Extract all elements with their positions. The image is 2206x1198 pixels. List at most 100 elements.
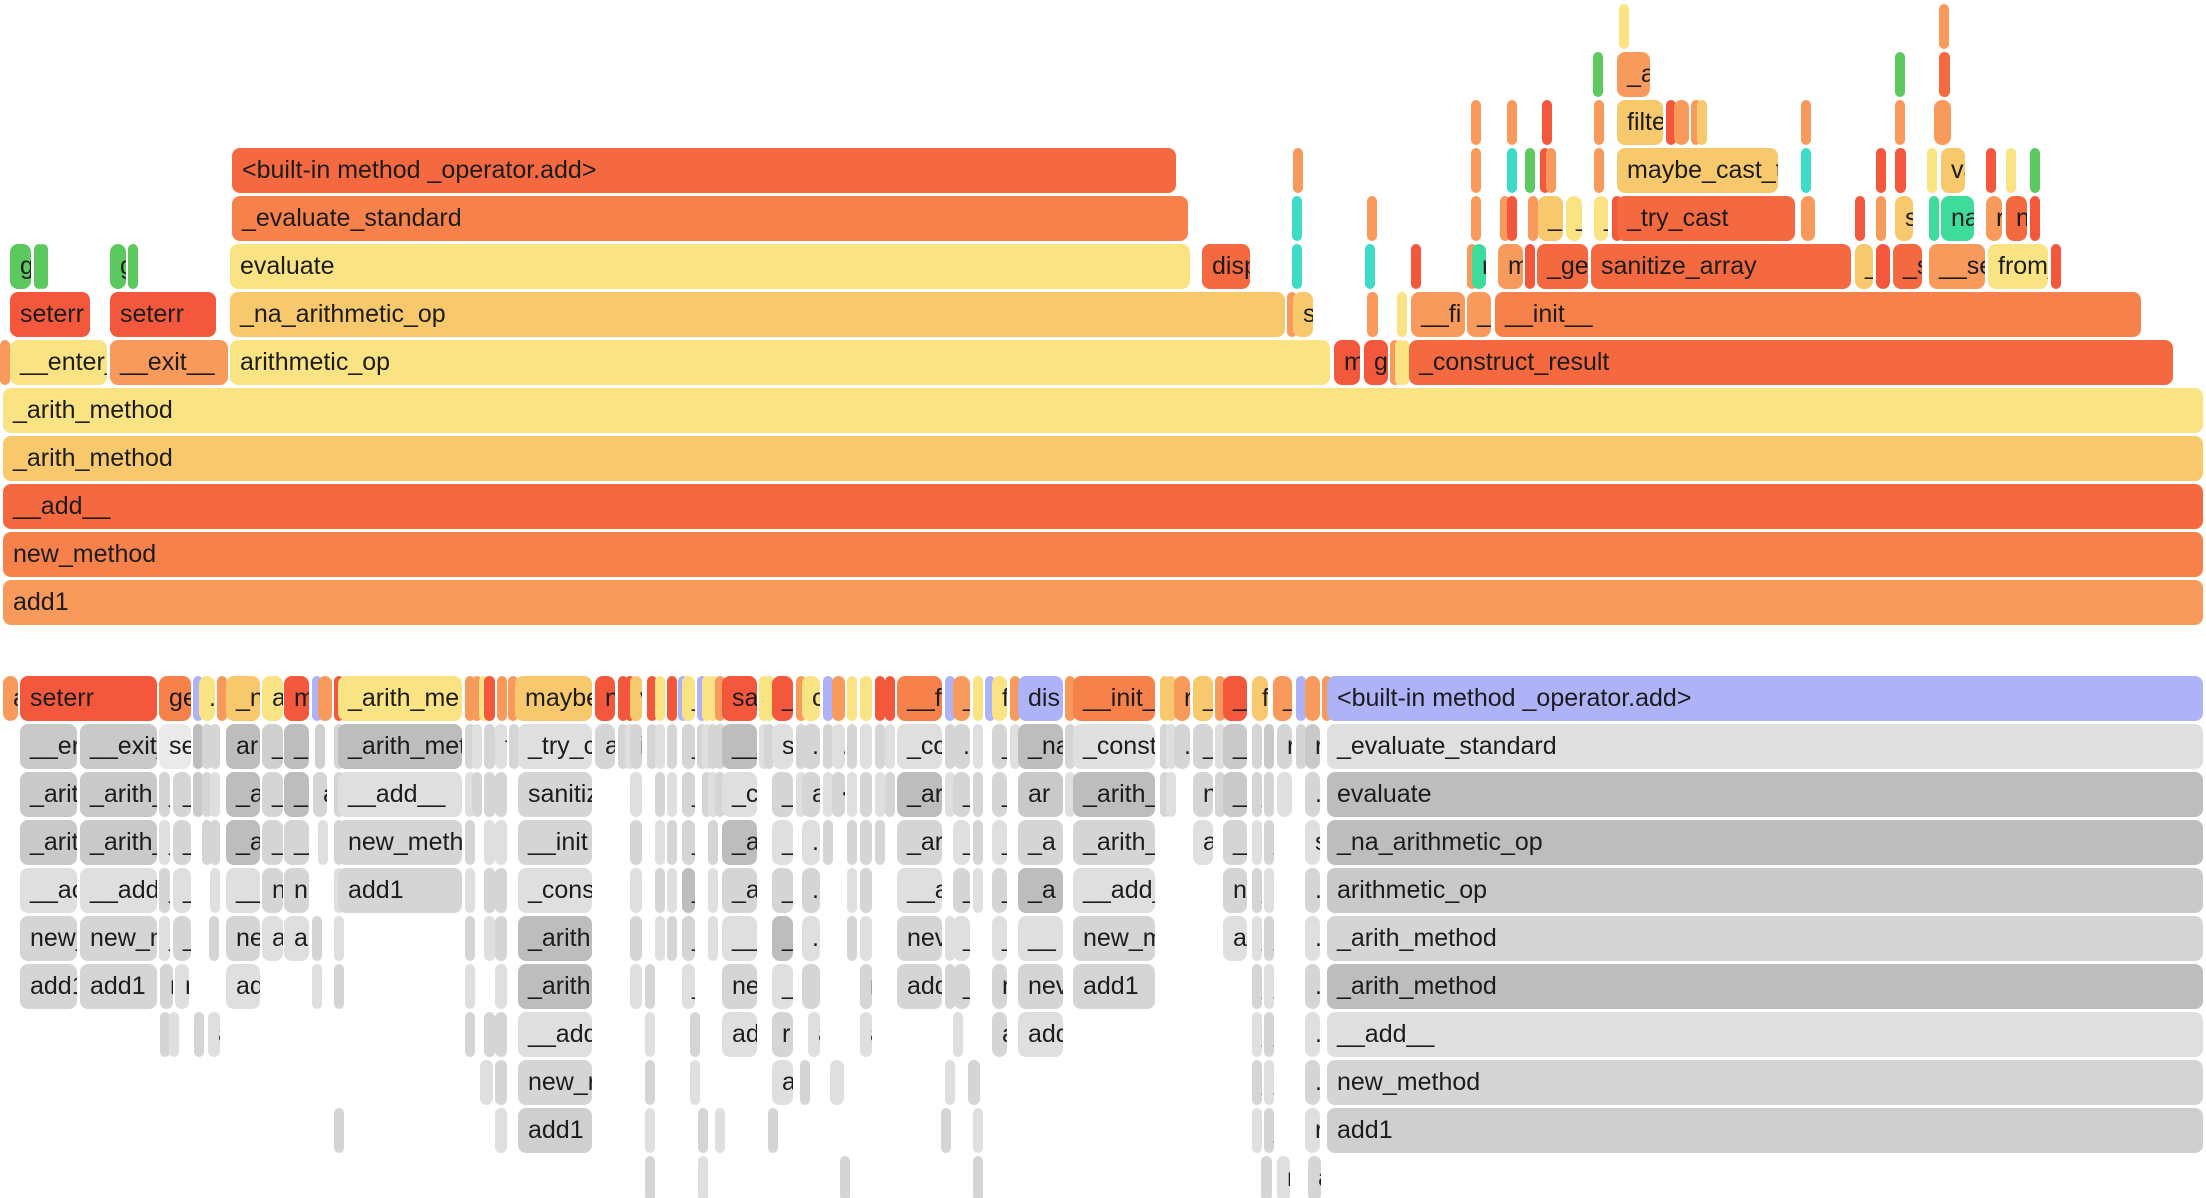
flame-bar[interactable] <box>1471 100 1481 145</box>
flame-bar[interactable] <box>484 1012 495 1057</box>
flame-bar[interactable] <box>875 820 885 865</box>
flame-bar[interactable] <box>169 1012 179 1057</box>
flame-bar[interactable]: _ <box>1273 676 1292 721</box>
flame-bar[interactable]: m <box>284 676 309 721</box>
flame-bar[interactable]: va <box>1941 148 1965 193</box>
flame-bar[interactable]: . <box>802 916 820 961</box>
flame-bar[interactable]: sanitiz <box>518 772 592 817</box>
flame-bar[interactable]: _ <box>992 916 1007 961</box>
flame-bar[interactable]: na <box>1941 196 1974 241</box>
flame-bar[interactable]: __enter_ <box>10 340 107 385</box>
flame-bar[interactable]: _ <box>682 676 695 721</box>
flame-bar[interactable]: r <box>1986 196 2002 241</box>
flame-bar[interactable]: __ <box>1018 916 1063 961</box>
flame-bar[interactable]: a <box>992 1012 1007 1057</box>
flame-bar[interactable] <box>667 724 677 769</box>
flame-bar[interactable]: < <box>832 772 845 817</box>
flame-bar[interactable] <box>945 964 955 1009</box>
flame-bar[interactable] <box>796 724 806 769</box>
flame-bar[interactable] <box>1528 196 1538 241</box>
flame-bar[interactable]: _a <box>722 820 757 865</box>
flame-bar[interactable]: a <box>262 676 283 721</box>
flame-bar[interactable] <box>2030 196 2040 241</box>
flame-bar[interactable]: __ <box>284 820 309 865</box>
flame-bar[interactable]: _na_arithmetic_op <box>230 292 1285 337</box>
flame-bar[interactable] <box>823 820 833 865</box>
flame-bar[interactable]: g <box>10 244 31 289</box>
flame-bar[interactable]: add1 <box>1073 964 1155 1009</box>
flame-bar[interactable] <box>1895 148 1906 193</box>
flame-bar[interactable] <box>830 1060 844 1105</box>
flame-bar[interactable] <box>1166 772 1176 817</box>
flame-bar[interactable] <box>708 916 718 961</box>
flame-bar[interactable]: . <box>202 724 212 769</box>
flame-bar[interactable]: _a <box>284 772 309 817</box>
flame-bar[interactable]: c <box>802 676 820 721</box>
flame-bar[interactable]: arithmetic_op <box>1327 868 2203 913</box>
flame-bar[interactable] <box>1367 292 1378 337</box>
flame-bar[interactable] <box>655 868 665 913</box>
flame-bar[interactable]: . <box>860 868 872 913</box>
flame-bar[interactable] <box>2030 148 2040 193</box>
flame-bar[interactable]: ne <box>226 916 260 961</box>
flame-bar[interactable]: __ <box>722 916 757 961</box>
flame-bar[interactable] <box>655 724 665 769</box>
flame-bar[interactable] <box>655 676 665 721</box>
flame-bar[interactable]: _ <box>682 724 695 769</box>
flame-bar[interactable]: _try_c <box>518 724 592 769</box>
flame-bar[interactable] <box>645 964 655 1009</box>
flame-bar[interactable] <box>1525 244 1535 289</box>
flame-bar[interactable]: _try_cast <box>1617 196 1795 241</box>
flame-bar[interactable] <box>509 724 519 769</box>
flame-bar[interactable]: _ <box>173 868 191 913</box>
flame-bar[interactable] <box>1296 676 1306 721</box>
flame-bar[interactable] <box>1292 196 1302 241</box>
flame-bar[interactable]: _arith_ <box>1073 820 1155 865</box>
flame-bar[interactable]: _ <box>262 772 283 817</box>
flame-bar[interactable]: _s <box>1893 244 1922 289</box>
flame-bar[interactable] <box>973 772 983 817</box>
flame-bar[interactable] <box>840 1156 850 1198</box>
flame-bar[interactable] <box>885 724 895 769</box>
flame-bar[interactable] <box>318 820 328 865</box>
flame-bar[interactable] <box>1876 196 1886 241</box>
flame-bar[interactable] <box>702 676 712 721</box>
flame-bar[interactable]: s <box>1293 292 1313 337</box>
flame-bar[interactable]: n <box>1193 772 1213 817</box>
flame-bar[interactable]: maybe_cast_t <box>1617 148 1778 193</box>
flame-bar[interactable]: __add__ <box>338 772 462 817</box>
flame-bar[interactable]: maybe <box>515 676 592 721</box>
flame-bar[interactable]: _ <box>1264 964 1274 1009</box>
flame-bar[interactable]: __fi <box>1411 292 1465 337</box>
flame-bar[interactable] <box>645 1156 655 1198</box>
flame-bar[interactable]: s <box>772 724 793 769</box>
flame-bar[interactable]: . <box>1305 964 1320 1009</box>
flame-bar[interactable]: _arith_ <box>1073 772 1155 817</box>
flame-bar[interactable] <box>495 1108 507 1153</box>
flame-bar[interactable] <box>334 1108 344 1153</box>
flame-bar[interactable]: a <box>860 1012 872 1057</box>
flame-bar[interactable] <box>1471 196 1481 241</box>
flame-bar[interactable] <box>702 724 712 769</box>
flame-bar[interactable]: _ <box>1252 964 1262 1009</box>
flame-bar[interactable] <box>1367 196 1377 241</box>
flame-bar[interactable]: _const <box>1073 724 1155 769</box>
flame-bar[interactable] <box>312 916 322 961</box>
flame-bar[interactable] <box>160 1012 170 1057</box>
flame-bar[interactable] <box>1594 148 1604 193</box>
flame-bar[interactable]: ac <box>1223 916 1247 961</box>
flame-bar[interactable]: dis <box>1018 676 1063 721</box>
flame-bar[interactable]: ne <box>722 964 757 1009</box>
flame-bar[interactable]: __se <box>1929 244 1985 289</box>
flame-bar[interactable]: a <box>1261 1156 1272 1198</box>
flame-bar[interactable]: nc <box>284 868 309 913</box>
flame-bar[interactable]: _c <box>722 772 757 817</box>
flame-bar[interactable]: r <box>1472 244 1486 289</box>
flame-bar[interactable] <box>973 1156 983 1198</box>
flame-bar[interactable]: a <box>209 916 219 961</box>
flame-bar[interactable]: m <box>1498 244 1523 289</box>
flame-bar[interactable]: ari <box>226 724 260 769</box>
flame-bar[interactable]: . <box>953 724 970 769</box>
flame-bar[interactable]: from_ <box>1988 244 2048 289</box>
flame-bar[interactable]: _ <box>1538 196 1563 241</box>
